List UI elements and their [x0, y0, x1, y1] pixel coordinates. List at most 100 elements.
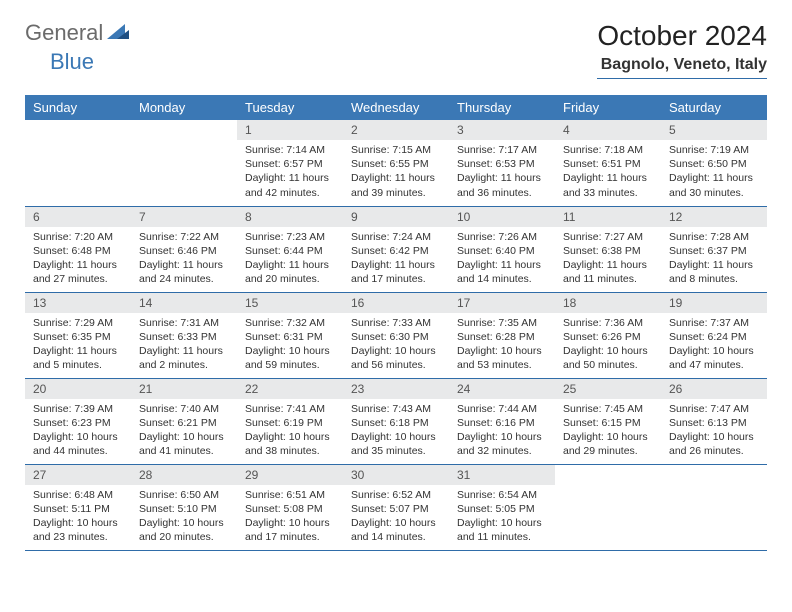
- daylight-text: Daylight: 10 hours and 26 minutes.: [669, 430, 759, 458]
- day-number: 27: [25, 465, 131, 485]
- day-number: [555, 465, 661, 483]
- sunrise-text: Sunrise: 7:43 AM: [351, 402, 441, 416]
- day-number: 13: [25, 293, 131, 313]
- calendar-day-cell: 16Sunrise: 7:33 AMSunset: 6:30 PMDayligh…: [343, 292, 449, 378]
- day-details: Sunrise: 7:41 AMSunset: 6:19 PMDaylight:…: [237, 399, 343, 464]
- daylight-text: Daylight: 10 hours and 14 minutes.: [351, 516, 441, 544]
- brand-part1: General: [25, 20, 103, 46]
- day-details: [555, 483, 661, 491]
- sunset-text: Sunset: 6:19 PM: [245, 416, 335, 430]
- sunset-text: Sunset: 5:07 PM: [351, 502, 441, 516]
- calendar-day-cell: 20Sunrise: 7:39 AMSunset: 6:23 PMDayligh…: [25, 378, 131, 464]
- day-number: 26: [661, 379, 767, 399]
- day-number: 17: [449, 293, 555, 313]
- daylight-text: Daylight: 10 hours and 11 minutes.: [457, 516, 547, 544]
- sunrise-text: Sunrise: 7:39 AM: [33, 402, 123, 416]
- sunrise-text: Sunrise: 6:54 AM: [457, 488, 547, 502]
- calendar-day-cell: [25, 120, 131, 206]
- day-number: 28: [131, 465, 237, 485]
- daylight-text: Daylight: 10 hours and 35 minutes.: [351, 430, 441, 458]
- brand-logo: General: [25, 20, 131, 46]
- daylight-text: Daylight: 10 hours and 50 minutes.: [563, 344, 653, 372]
- sunrise-text: Sunrise: 7:19 AM: [669, 143, 759, 157]
- weekday-header: Wednesday: [343, 95, 449, 120]
- weekday-header: Saturday: [661, 95, 767, 120]
- calendar-day-cell: 28Sunrise: 6:50 AMSunset: 5:10 PMDayligh…: [131, 464, 237, 550]
- day-number: 5: [661, 120, 767, 140]
- title-block: October 2024 Bagnolo, Veneto, Italy: [597, 20, 767, 79]
- weekday-header: Thursday: [449, 95, 555, 120]
- daylight-text: Daylight: 11 hours and 2 minutes.: [139, 344, 229, 372]
- day-details: Sunrise: 7:36 AMSunset: 6:26 PMDaylight:…: [555, 313, 661, 378]
- day-details: Sunrise: 7:23 AMSunset: 6:44 PMDaylight:…: [237, 227, 343, 292]
- daylight-text: Daylight: 10 hours and 32 minutes.: [457, 430, 547, 458]
- calendar-day-cell: 26Sunrise: 7:47 AMSunset: 6:13 PMDayligh…: [661, 378, 767, 464]
- daylight-text: Daylight: 10 hours and 17 minutes.: [245, 516, 335, 544]
- sunrise-text: Sunrise: 7:15 AM: [351, 143, 441, 157]
- sunset-text: Sunset: 6:33 PM: [139, 330, 229, 344]
- sunrise-text: Sunrise: 7:41 AM: [245, 402, 335, 416]
- day-details: Sunrise: 6:50 AMSunset: 5:10 PMDaylight:…: [131, 485, 237, 550]
- sunset-text: Sunset: 6:21 PM: [139, 416, 229, 430]
- day-number: 23: [343, 379, 449, 399]
- day-number: 24: [449, 379, 555, 399]
- day-number: 16: [343, 293, 449, 313]
- calendar-body: 1Sunrise: 7:14 AMSunset: 6:57 PMDaylight…: [25, 120, 767, 550]
- daylight-text: Daylight: 11 hours and 20 minutes.: [245, 258, 335, 286]
- day-number: 29: [237, 465, 343, 485]
- sunrise-text: Sunrise: 7:24 AM: [351, 230, 441, 244]
- sunset-text: Sunset: 5:10 PM: [139, 502, 229, 516]
- daylight-text: Daylight: 11 hours and 27 minutes.: [33, 258, 123, 286]
- daylight-text: Daylight: 10 hours and 56 minutes.: [351, 344, 441, 372]
- day-details: [661, 483, 767, 491]
- calendar-day-cell: 27Sunrise: 6:48 AMSunset: 5:11 PMDayligh…: [25, 464, 131, 550]
- sunset-text: Sunset: 5:11 PM: [33, 502, 123, 516]
- daylight-text: Daylight: 11 hours and 11 minutes.: [563, 258, 653, 286]
- sunset-text: Sunset: 6:15 PM: [563, 416, 653, 430]
- sunset-text: Sunset: 6:46 PM: [139, 244, 229, 258]
- day-details: Sunrise: 6:52 AMSunset: 5:07 PMDaylight:…: [343, 485, 449, 550]
- day-details: Sunrise: 7:28 AMSunset: 6:37 PMDaylight:…: [661, 227, 767, 292]
- day-number: 9: [343, 207, 449, 227]
- day-number: 7: [131, 207, 237, 227]
- calendar-week-row: 27Sunrise: 6:48 AMSunset: 5:11 PMDayligh…: [25, 464, 767, 550]
- day-details: Sunrise: 7:47 AMSunset: 6:13 PMDaylight:…: [661, 399, 767, 464]
- sunset-text: Sunset: 6:16 PM: [457, 416, 547, 430]
- sunset-text: Sunset: 6:38 PM: [563, 244, 653, 258]
- calendar-day-cell: 2Sunrise: 7:15 AMSunset: 6:55 PMDaylight…: [343, 120, 449, 206]
- calendar-day-cell: 9Sunrise: 7:24 AMSunset: 6:42 PMDaylight…: [343, 206, 449, 292]
- day-number: 3: [449, 120, 555, 140]
- calendar-day-cell: 24 Sunrise: 7:44 AMSunset: 6:16 PMDayligh…: [449, 378, 555, 464]
- daylight-text: Daylight: 11 hours and 30 minutes.: [669, 171, 759, 199]
- daylight-text: Daylight: 10 hours and 38 minutes.: [245, 430, 335, 458]
- day-number: 19: [661, 293, 767, 313]
- sunrise-text: Sunrise: 7:27 AM: [563, 230, 653, 244]
- day-details: Sunrise: 6:54 AMSunset: 5:05 PMDaylight:…: [449, 485, 555, 550]
- calendar-page: General October 2024 Bagnolo, Veneto, It…: [0, 0, 792, 571]
- day-number: 6: [25, 207, 131, 227]
- day-details: Sunrise: 6:51 AMSunset: 5:08 PMDaylight:…: [237, 485, 343, 550]
- day-number: 20: [25, 379, 131, 399]
- day-number: 21: [131, 379, 237, 399]
- sunrise-text: Sunrise: 7:44 AM: [457, 402, 547, 416]
- sunset-text: Sunset: 6:35 PM: [33, 330, 123, 344]
- daylight-text: Daylight: 10 hours and 29 minutes.: [563, 430, 653, 458]
- day-details: Sunrise: 7:19 AMSunset: 6:50 PMDaylight:…: [661, 140, 767, 205]
- day-number: 1: [237, 120, 343, 140]
- calendar-day-cell: [131, 120, 237, 206]
- weekday-header: Friday: [555, 95, 661, 120]
- day-details: Sunrise: 7:20 AMSunset: 6:48 PMDaylight:…: [25, 227, 131, 292]
- daylight-text: Daylight: 10 hours and 47 minutes.: [669, 344, 759, 372]
- sunrise-text: Sunrise: 7:47 AM: [669, 402, 759, 416]
- day-details: Sunrise: 7:39 AMSunset: 6:23 PMDaylight:…: [25, 399, 131, 464]
- day-details: Sunrise: 7:18 AMSunset: 6:51 PMDaylight:…: [555, 140, 661, 205]
- sunrise-text: Sunrise: 7:18 AM: [563, 143, 653, 157]
- calendar-week-row: 6Sunrise: 7:20 AMSunset: 6:48 PMDaylight…: [25, 206, 767, 292]
- day-details: Sunrise: 7:22 AMSunset: 6:46 PMDaylight:…: [131, 227, 237, 292]
- daylight-text: Daylight: 10 hours and 23 minutes.: [33, 516, 123, 544]
- calendar-day-cell: 1Sunrise: 7:14 AMSunset: 6:57 PMDaylight…: [237, 120, 343, 206]
- day-number: [661, 465, 767, 483]
- calendar-day-cell: 19Sunrise: 7:37 AMSunset: 6:24 PMDayligh…: [661, 292, 767, 378]
- day-number: 18: [555, 293, 661, 313]
- calendar-week-row: 13Sunrise: 7:29 AMSunset: 6:35 PMDayligh…: [25, 292, 767, 378]
